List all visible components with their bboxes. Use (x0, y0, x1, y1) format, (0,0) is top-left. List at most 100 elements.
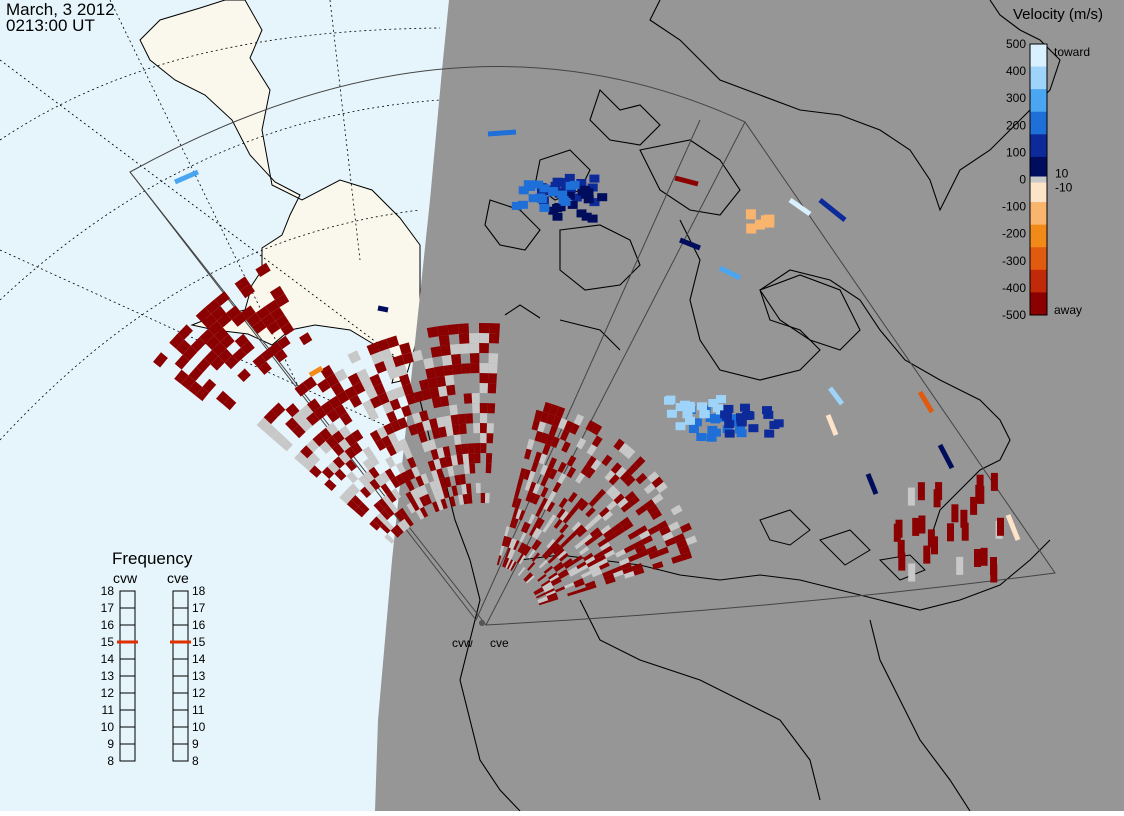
backscatter-cell (470, 363, 480, 374)
colorbar-segment (1030, 247, 1047, 271)
backscatter-cell (788, 197, 812, 217)
backscatter-cell (365, 386, 378, 400)
backscatter-cell (547, 187, 558, 195)
backscatter-cell (736, 429, 747, 438)
backscatter-cell (411, 412, 422, 424)
backscatter-cell (592, 530, 604, 541)
frequency-radar-cvw-label: cvw (113, 570, 138, 586)
backscatter-cell (397, 417, 408, 430)
backscatter-cell (573, 578, 584, 585)
backscatter-cell (436, 499, 444, 511)
backscatter-cell (517, 566, 526, 576)
backscatter-cell (523, 523, 531, 534)
backscatter-cell (382, 401, 394, 414)
backscatter-cell (529, 492, 537, 504)
backscatter-cell (393, 524, 404, 535)
backscatter-cell (344, 386, 358, 400)
backscatter-cell (468, 453, 475, 464)
backscatter-cell (560, 538, 570, 548)
backscatter-cell (503, 557, 510, 568)
backscatter-cell (555, 533, 565, 544)
backscatter-cell (382, 494, 393, 506)
backscatter-cell (226, 305, 241, 320)
frequency-scale-label: 14 (101, 652, 115, 666)
backscatter-cell (567, 566, 578, 575)
backscatter-cell (437, 385, 448, 397)
backscatter-cell (508, 538, 515, 549)
backscatter-cell (501, 535, 507, 547)
backscatter-cell (825, 414, 839, 436)
backscatter-cell (451, 485, 459, 497)
backscatter-cell (439, 457, 448, 469)
backscatter-cell (430, 346, 442, 358)
backscatter-cell (550, 543, 561, 553)
backscatter-cell (674, 175, 699, 187)
backscatter-cell (255, 306, 271, 320)
backscatter-cell (449, 404, 458, 416)
backscatter-cell (376, 512, 388, 524)
backscatter-cell (951, 504, 959, 523)
backscatter-cell (488, 363, 498, 374)
backscatter-cell (326, 409, 340, 423)
backscatter-cell (974, 549, 981, 567)
backscatter-cell (907, 487, 915, 506)
backscatter-cell (531, 527, 540, 538)
backscatter-cell (927, 529, 935, 548)
backscatter-cell (415, 475, 425, 487)
backscatter-cell (517, 200, 528, 209)
backscatter-cell (307, 398, 321, 413)
backscatter-cell (188, 366, 203, 382)
backscatter-cell (581, 570, 592, 579)
backscatter-cell (589, 198, 600, 207)
backscatter-cell (513, 540, 520, 551)
backscatter-cell (578, 546, 590, 556)
backscatter-cell (339, 412, 353, 426)
backscatter-cell (680, 522, 692, 534)
backscatter-cell (708, 399, 719, 407)
backscatter-cell (538, 598, 549, 604)
backscatter-cell (436, 416, 446, 428)
backscatter-cell (507, 548, 514, 559)
backscatter-cell (591, 435, 603, 448)
backscatter-cell (544, 586, 554, 593)
backscatter-cell (620, 501, 632, 513)
backscatter-cell (764, 429, 775, 438)
backscatter-cell (240, 340, 255, 355)
backscatter-cell (604, 549, 615, 559)
backscatter-cell (402, 447, 413, 460)
backscatter-cell (401, 352, 414, 365)
backscatter-cell (723, 404, 734, 413)
backscatter-cell (292, 410, 306, 425)
backscatter-cell (208, 320, 223, 336)
backscatter-cell (480, 433, 487, 444)
backscatter-cell (479, 333, 490, 344)
backscatter-cell (533, 541, 542, 551)
backscatter-cell (398, 438, 409, 451)
backscatter-cell (461, 443, 469, 455)
backscatter-cell (313, 406, 327, 420)
backscatter-cell (239, 283, 255, 299)
backscatter-cell (445, 425, 454, 437)
backscatter-cell (362, 446, 375, 459)
backscatter-cell (696, 433, 707, 441)
backscatter-cell (605, 532, 617, 542)
backscatter-cell (332, 430, 345, 444)
backscatter-cell (557, 550, 567, 560)
frequency-scale-label: 8 (107, 754, 114, 768)
backscatter-cell (712, 404, 723, 413)
backscatter-cell (174, 369, 189, 385)
backscatter-cell (211, 306, 227, 321)
backscatter-cell (349, 394, 363, 408)
backscatter-cell (555, 586, 566, 593)
frequency-scale-label: 18 (192, 584, 206, 598)
backscatter-cell (601, 454, 613, 467)
colorbar-segment (1030, 156, 1047, 180)
backscatter-cell (461, 483, 468, 495)
backscatter-cell (547, 554, 558, 564)
backscatter-cell (559, 552, 569, 562)
backscatter-cell (486, 423, 494, 434)
backscatter-cell (548, 597, 559, 603)
backscatter-cell (436, 468, 445, 480)
backscatter-cell (531, 539, 540, 550)
backscatter-cell (231, 312, 247, 327)
